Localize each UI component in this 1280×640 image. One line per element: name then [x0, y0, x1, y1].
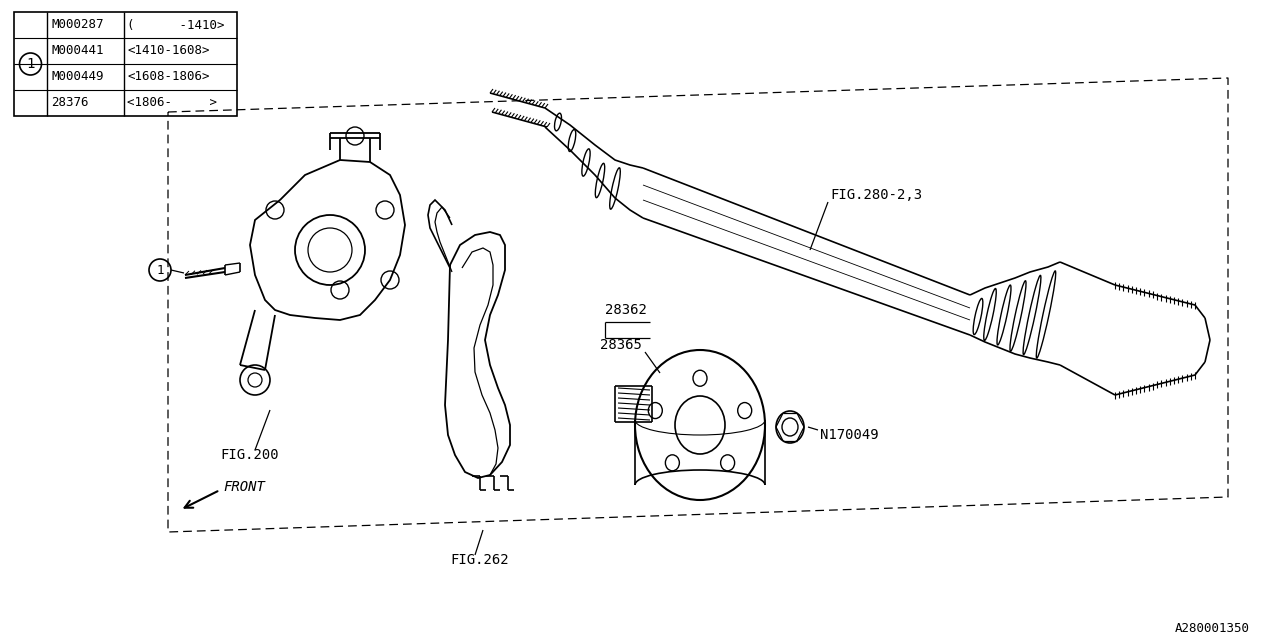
Text: FIG.280-2,3: FIG.280-2,3 — [829, 188, 922, 202]
Text: <1410-1608>: <1410-1608> — [127, 45, 210, 58]
Text: FIG.262: FIG.262 — [451, 553, 508, 567]
Text: M000287: M000287 — [51, 19, 104, 31]
Text: A280001350: A280001350 — [1175, 621, 1251, 634]
Text: 1: 1 — [27, 57, 35, 71]
Text: M000441: M000441 — [51, 45, 104, 58]
Text: 28362: 28362 — [605, 303, 646, 317]
Text: FIG.200: FIG.200 — [220, 448, 279, 462]
Text: M000449: M000449 — [51, 70, 104, 83]
Text: 1: 1 — [156, 264, 164, 276]
Bar — [14, 12, 237, 116]
Text: (      -1410>: ( -1410> — [127, 19, 224, 31]
Text: <1608-1806>: <1608-1806> — [127, 70, 210, 83]
Text: N170049: N170049 — [820, 428, 878, 442]
Text: FRONT: FRONT — [223, 480, 265, 494]
Text: 28376: 28376 — [51, 97, 88, 109]
Text: 28365: 28365 — [600, 338, 641, 352]
Text: <1806-     >: <1806- > — [127, 97, 218, 109]
